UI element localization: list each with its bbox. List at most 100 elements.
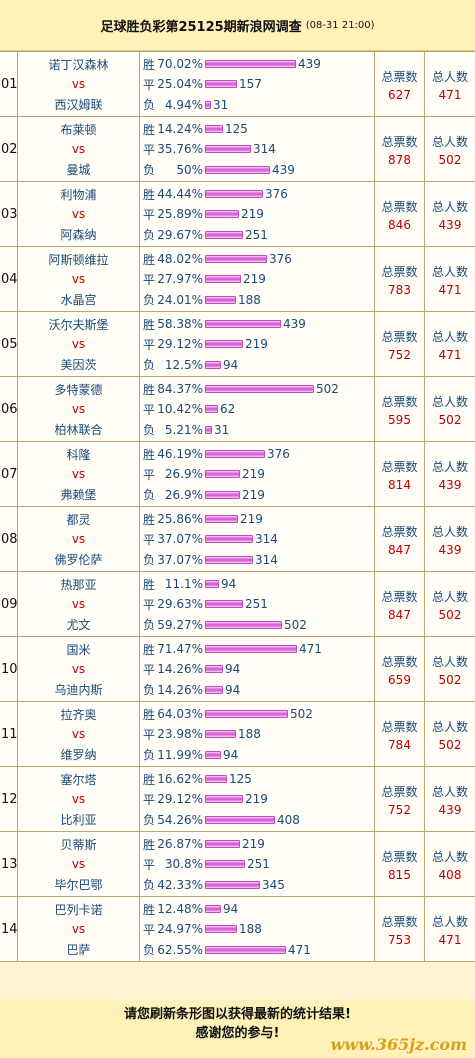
- loss-count: 345: [262, 877, 285, 892]
- loss-row: 负 42.33% 345: [140, 876, 374, 894]
- draw-count: 62: [220, 402, 236, 417]
- win-label: 胜: [143, 187, 156, 202]
- loss-bar: [205, 490, 240, 499]
- vote-bars: 胜 11.1% 94 平 29.63% 251 负 59.27% 502: [140, 572, 375, 637]
- draw-bar: [205, 275, 241, 284]
- total-votes: 总票数 847: [375, 572, 425, 637]
- win-bar: [205, 645, 297, 654]
- draw-count: 219: [241, 207, 264, 222]
- loss-row: 负 11.99% 94: [140, 746, 374, 764]
- page-header: 足球胜负彩第25125期新浪网调查 (08-31 21:00): [0, 0, 475, 51]
- win-percent: 84.37%: [157, 382, 203, 397]
- vs-label: vs: [71, 597, 86, 612]
- win-percent: 58.38%: [157, 317, 203, 332]
- match-row: 02 布莱顿 vs 曼城 胜 14.24% 125 平 35.76% 314 负 50% 439 总票数 8…: [0, 117, 475, 182]
- loss-row: 负 29.67% 251: [140, 226, 374, 244]
- vs-label: vs: [71, 272, 86, 287]
- home-team: 利物浦: [60, 188, 97, 203]
- draw-percent: 30.8%: [164, 857, 203, 872]
- draw-label: 平: [143, 402, 156, 417]
- draw-count: 219: [245, 792, 268, 807]
- loss-label: 负: [143, 878, 156, 893]
- total-people-value: 502: [438, 412, 462, 427]
- loss-percent: 29.67%: [157, 227, 203, 242]
- vs-label: vs: [71, 77, 86, 92]
- away-team: 阿森纳: [60, 227, 97, 242]
- loss-row: 负 54.26% 408: [140, 811, 374, 829]
- win-count: 125: [225, 122, 248, 137]
- loss-row: 负 37.07% 314: [140, 551, 374, 569]
- total-people-value: 439: [438, 802, 462, 817]
- away-team: 柏林联合: [54, 422, 103, 437]
- total-votes-value: 815: [388, 867, 411, 882]
- draw-bar: [205, 860, 245, 869]
- win-percent: 25.86%: [157, 512, 203, 527]
- loss-count: 31: [213, 97, 229, 112]
- draw-count: 157: [239, 77, 262, 92]
- away-team: 乌迪内斯: [54, 682, 103, 697]
- vote-bars: 胜 48.02% 376 平 27.97% 219 负 24.01% 188: [140, 247, 375, 312]
- draw-bar: [205, 665, 223, 674]
- win-count: 439: [298, 57, 321, 72]
- draw-percent: 23.98%: [157, 727, 203, 742]
- match-teams: 热那亚 vs 尤文: [18, 572, 140, 637]
- home-team: 科隆: [66, 448, 91, 463]
- draw-label: 平: [143, 77, 156, 92]
- total-votes: 总票数 595: [375, 377, 425, 442]
- away-team: 西汉姆联: [54, 97, 103, 112]
- vote-bars: 胜 16.62% 125 平 29.12% 219 负 54.26% 408: [140, 767, 375, 832]
- total-votes-label: 总票数: [381, 69, 418, 84]
- total-people-label: 总人数: [431, 654, 468, 669]
- draw-row: 平 24.97% 188: [140, 920, 374, 938]
- away-team: 毕尔巴鄂: [54, 877, 103, 892]
- draw-count: 314: [253, 142, 276, 157]
- match-row: 14 巴列卡诺 vs 巴萨胜 12.48% 94 平 24.97% 188 负 62.55% 471 总…: [0, 897, 475, 962]
- win-count: 376: [269, 252, 292, 267]
- draw-percent: 37.07%: [157, 532, 203, 547]
- loss-label: 负: [143, 423, 156, 438]
- draw-percent: 14.26%: [157, 662, 203, 677]
- draw-row: 平 35.76% 314: [140, 140, 374, 158]
- win-bar: [205, 840, 240, 849]
- total-people-label: 总人数: [431, 199, 468, 214]
- draw-bar: [205, 210, 239, 219]
- match-teams: 阿斯顿维拉 vs 水晶宫: [18, 247, 140, 312]
- match-teams: 布莱顿 vs 曼城: [18, 117, 140, 182]
- draw-row: 平 27.97% 219: [140, 270, 374, 288]
- draw-row: 平 29.12% 219: [140, 335, 374, 353]
- loss-row: 负 12.5% 94: [140, 356, 374, 374]
- win-percent: 64.03%: [157, 707, 203, 722]
- match-row: 10 国米 vs 乌迪内斯 胜 71.47% 471 平 14.26% 94 负 14.26% 94 总票…: [0, 637, 475, 702]
- draw-row: 平 10.42% 62: [140, 400, 374, 418]
- total-votes-label: 总票数: [381, 329, 418, 344]
- total-people-value: 471: [438, 87, 462, 102]
- match-number: 13: [0, 832, 18, 897]
- loss-bar: [205, 230, 243, 239]
- win-count: 94: [221, 577, 237, 592]
- match-row: 06 多特蒙德 vs 柏林联合 胜 84.37% 502 平 10.42% 62 负 5.21% 31 总…: [0, 377, 475, 442]
- total-votes: 总票数 659: [375, 637, 425, 702]
- draw-label: 平: [143, 467, 156, 482]
- win-label: 胜: [143, 772, 156, 787]
- win-percent: 26.87%: [157, 837, 203, 852]
- loss-bar: [205, 685, 223, 694]
- match-teams: 都灵 vs 佛罗伦萨: [18, 507, 140, 572]
- total-people-value: 502: [438, 737, 462, 752]
- loss-count: 471: [288, 942, 311, 957]
- win-row: 胜 58.38% 439: [140, 315, 374, 333]
- loss-percent: 11.99%: [157, 747, 203, 762]
- win-row: 胜 84.37% 502: [140, 380, 374, 398]
- match-number: 14: [0, 897, 18, 962]
- win-label: 胜: [143, 122, 156, 137]
- draw-percent: 29.12%: [157, 337, 203, 352]
- win-count: 471: [299, 642, 322, 657]
- draw-bar: [205, 600, 243, 609]
- total-people: 总人数 502: [425, 572, 475, 637]
- loss-label: 负: [143, 358, 156, 373]
- loss-percent: 37.07%: [157, 552, 203, 567]
- site-watermark: www.365jz.com: [330, 1035, 467, 1054]
- loss-label: 负: [143, 228, 156, 243]
- vs-label: vs: [71, 337, 86, 352]
- loss-bar: [205, 100, 211, 109]
- win-percent: 44.44%: [157, 187, 203, 202]
